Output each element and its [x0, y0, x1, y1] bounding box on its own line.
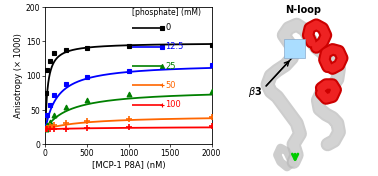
Text: 0: 0: [165, 23, 170, 32]
Text: 50: 50: [165, 81, 176, 90]
Text: 12.5: 12.5: [165, 42, 183, 51]
Text: N-loop: N-loop: [285, 5, 321, 15]
Text: [phosphate] (mM): [phosphate] (mM): [132, 8, 201, 17]
X-axis label: [MCP-1 P8A] (nM): [MCP-1 P8A] (nM): [92, 161, 165, 170]
Text: $\beta$3: $\beta$3: [248, 84, 262, 99]
Text: 25: 25: [165, 62, 176, 71]
FancyBboxPatch shape: [284, 39, 305, 58]
Text: 100: 100: [165, 100, 181, 109]
Y-axis label: Anisotropy (× 1000): Anisotropy (× 1000): [14, 33, 23, 118]
